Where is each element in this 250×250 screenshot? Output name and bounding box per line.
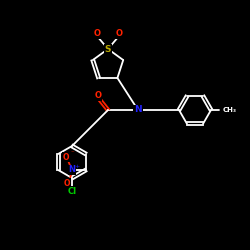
Text: O: O [94,92,102,100]
Text: S: S [105,44,111,54]
Text: ⁻: ⁻ [71,150,75,156]
Text: Cl: Cl [68,186,76,196]
Text: O: O [62,152,69,162]
Text: N: N [68,166,75,174]
Text: O: O [94,30,100,38]
Text: N: N [134,106,142,114]
Text: CH₃: CH₃ [223,107,237,113]
Text: O: O [116,30,122,38]
Text: O: O [64,178,70,188]
Text: +: + [74,164,80,168]
